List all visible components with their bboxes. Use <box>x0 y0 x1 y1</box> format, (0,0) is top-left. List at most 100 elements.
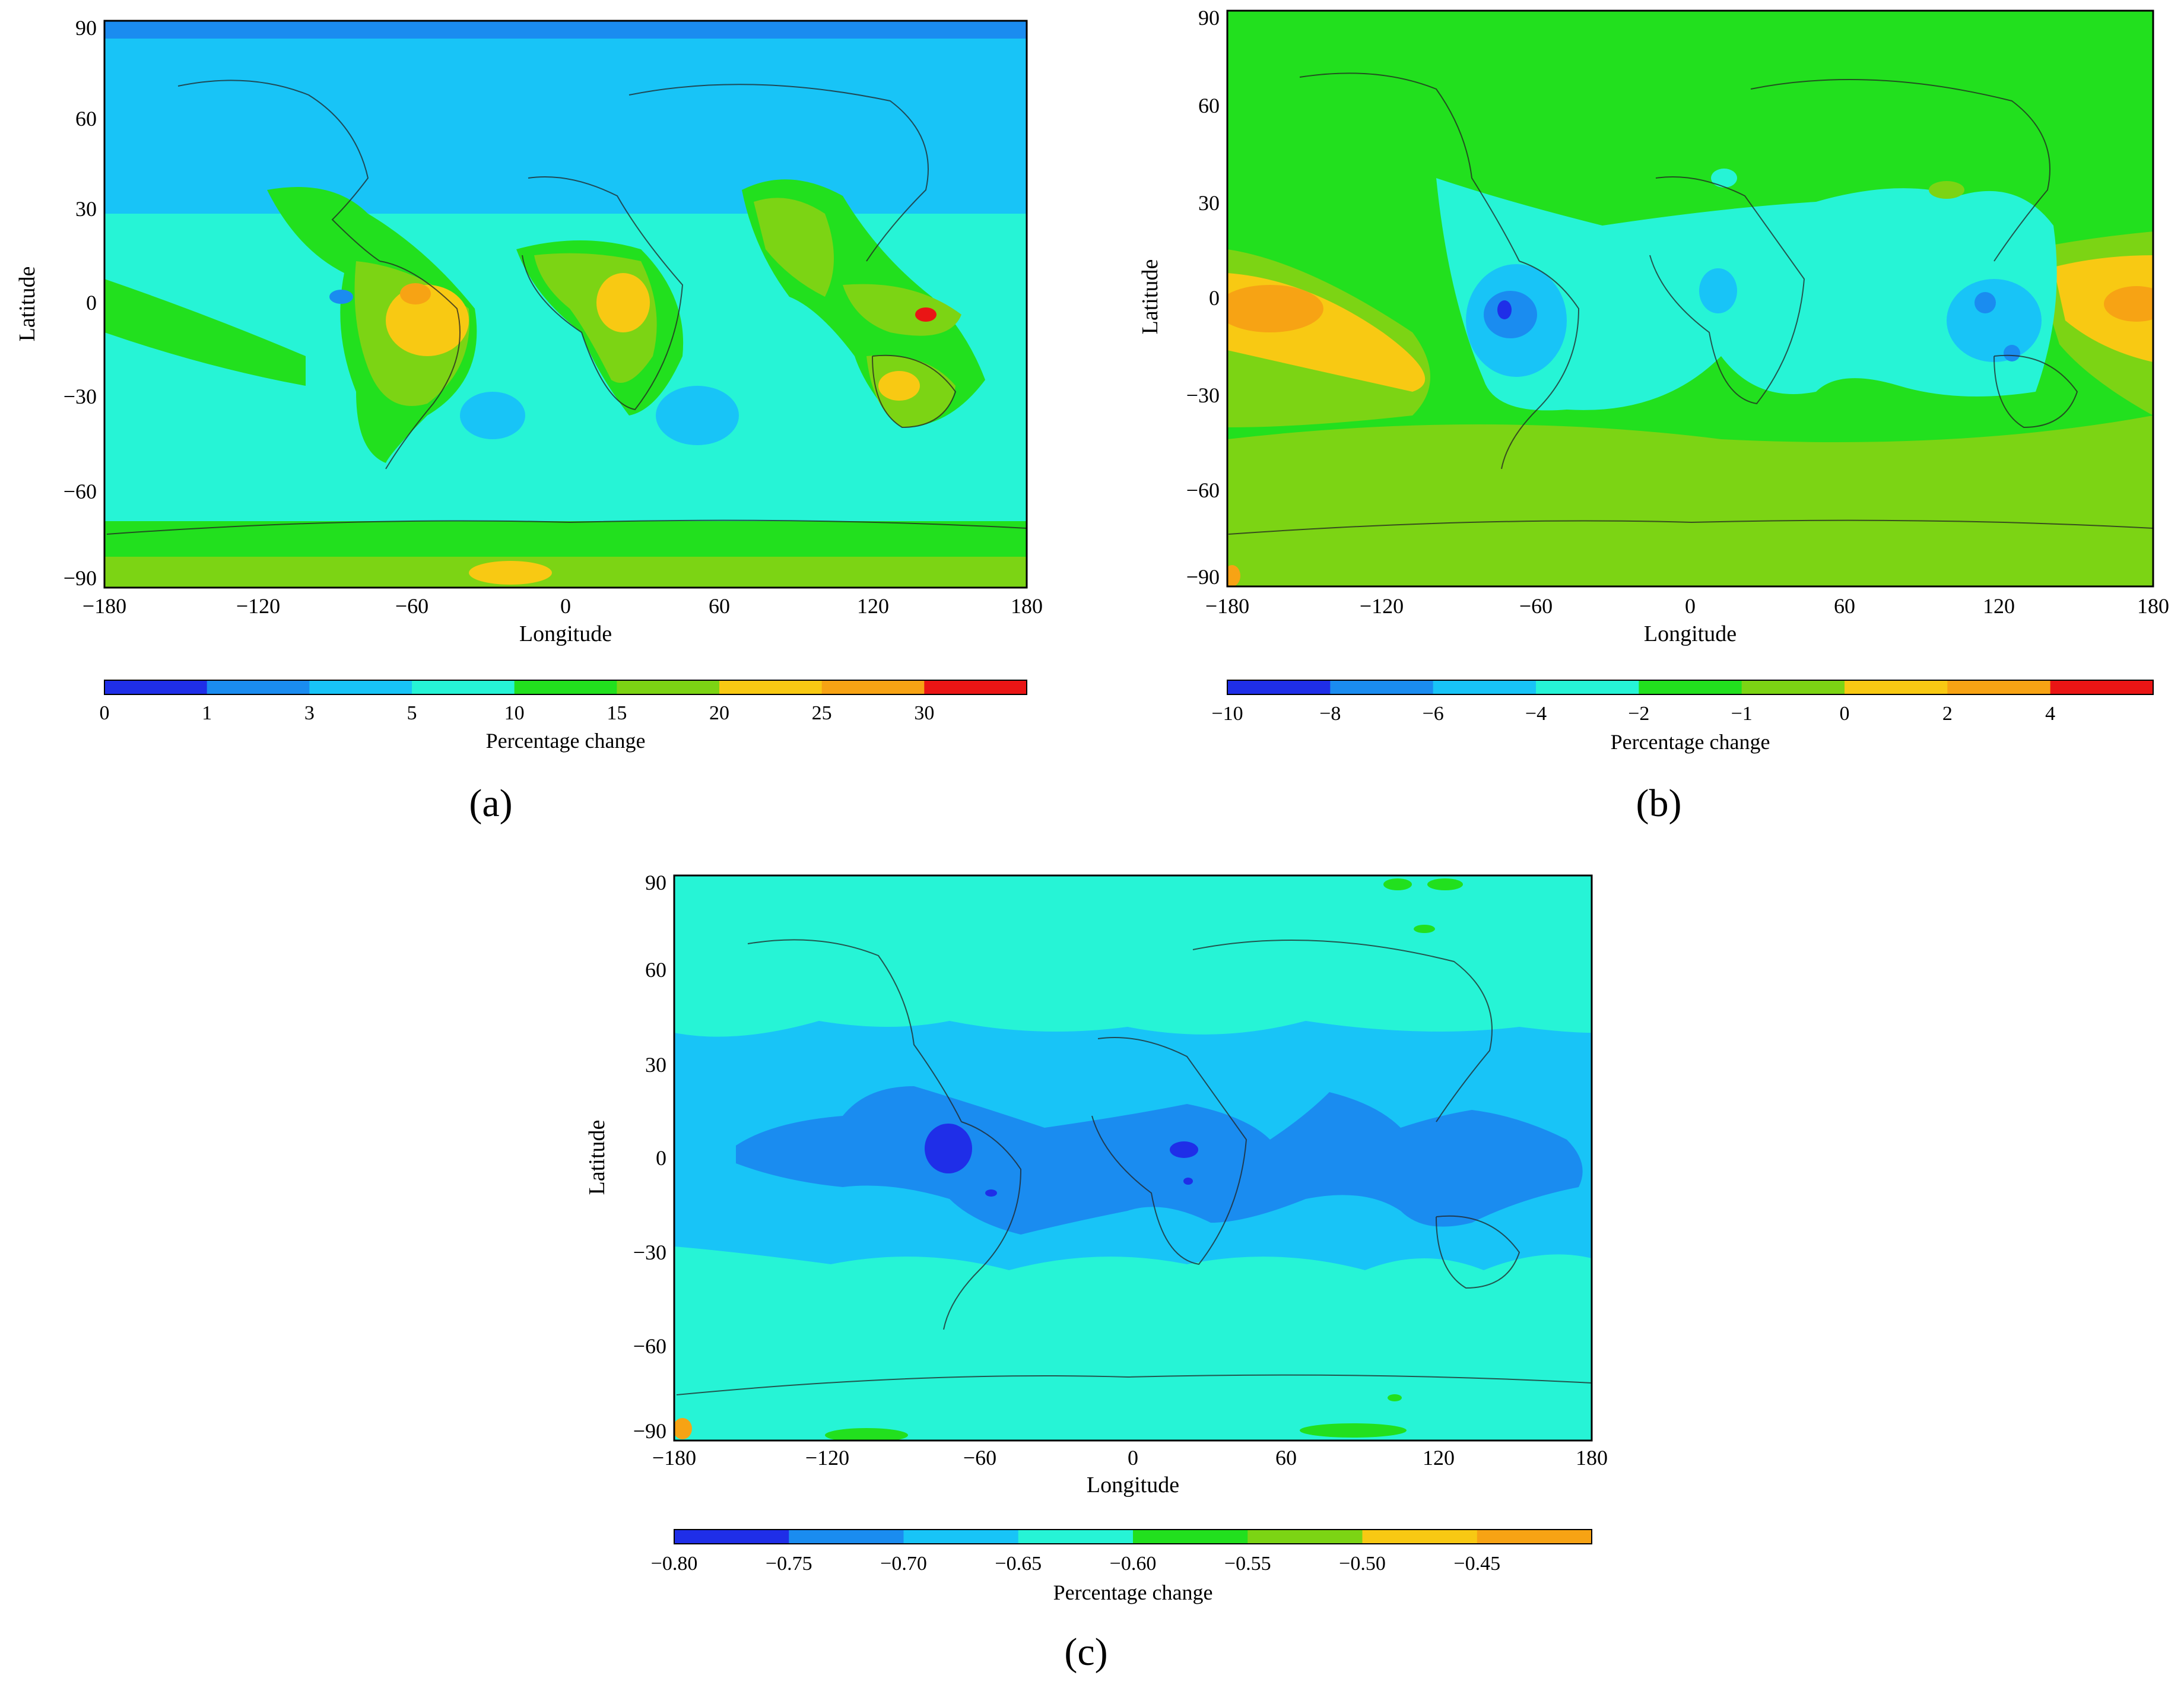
tropical-blue-core <box>736 1086 1583 1235</box>
colorbar-tick-label: −0.45 <box>1453 1553 1500 1575</box>
plot-frame-b <box>1226 9 2154 588</box>
colorbar-tick-label: −8 <box>1319 703 1341 725</box>
coastlines <box>106 80 1027 535</box>
panel-a: 90 60 30 0 −30 −60 −90 −180 −120 −60 0 6… <box>15 16 1043 825</box>
antarctic-green-2 <box>1300 1423 1407 1438</box>
x-tick-label: −180 <box>82 594 126 618</box>
colorbar-tick-label: −6 <box>1423 703 1444 725</box>
amazon-darkblue <box>1497 300 1512 319</box>
x-ticks-a: −180 −120 −60 0 60 120 180 <box>82 594 1043 618</box>
colorbar-swatch <box>719 680 823 694</box>
africa-yellow <box>596 273 650 332</box>
indonesia-lightblue <box>1947 279 2042 362</box>
y-axis-label: Latitude <box>585 1120 610 1195</box>
x-tick-label: 0 <box>1128 1446 1138 1470</box>
colorbar-swatch <box>1536 680 1639 694</box>
antarctic-band-olive <box>104 557 1027 588</box>
colorbar-swatch <box>1433 680 1537 694</box>
colorbar-tick-label: 10 <box>504 702 525 724</box>
africa-lightblue <box>1699 268 1737 313</box>
x-tick-label: 60 <box>1834 594 1855 618</box>
colorbar-swatch <box>2050 680 2154 694</box>
panel-b: 90 60 30 0 −30 −60 −90 −180 −120 −60 0 6… <box>1138 6 2169 825</box>
x-tick-label: 60 <box>1275 1446 1297 1470</box>
y-tick-label: −60 <box>633 1334 666 1358</box>
x-tick-label: 0 <box>1685 594 1696 618</box>
china-olive <box>1929 181 1964 199</box>
indian-ocean-lightblue <box>656 386 739 445</box>
y-tick-label: 30 <box>645 1053 666 1077</box>
x-axis-label: Longitude <box>1087 1473 1179 1498</box>
colorbar-swatch <box>821 680 925 694</box>
x-tick-label: −180 <box>652 1446 696 1470</box>
colorbar-b: −10 −8 −6 −4 −2 −1 0 2 4 <box>1211 680 2154 725</box>
west-pacific-orange <box>2104 286 2153 322</box>
x-tick-label: 120 <box>1423 1446 1455 1470</box>
x-tick-label: 180 <box>1576 1446 1608 1470</box>
y-tick-label: −90 <box>1186 565 1220 589</box>
colorbar-swatch <box>1247 1530 1363 1544</box>
antarctic-band-green <box>104 521 1027 557</box>
y-tick-label: −90 <box>64 566 97 590</box>
panel-label: (c) <box>1064 1630 1107 1674</box>
west-pacific-yellow <box>2053 255 2153 362</box>
colorbar-swatch <box>1227 680 1331 694</box>
y-tick-label: −30 <box>1186 383 1220 407</box>
south-pole-orange <box>674 1418 692 1439</box>
south-pole-orange <box>1227 565 1240 586</box>
y-tick-label: 90 <box>75 16 97 40</box>
panel-c: 90 60 30 0 −30 −60 −90 −180 −120 −60 0 6… <box>585 871 1608 1674</box>
colorbar-swatch <box>789 1530 904 1544</box>
colorbar-tick-label: 0 <box>100 702 110 724</box>
x-tick-label: 120 <box>1983 594 2015 618</box>
panel-label: (b) <box>1636 782 1682 825</box>
colorbar-tick-label: −0.80 <box>651 1553 698 1575</box>
colorbar-tick-label: 1 <box>202 702 212 724</box>
colorbar-tick-label: 30 <box>914 702 934 724</box>
colorbar-tick-label: 2 <box>1942 703 1953 725</box>
colorbar-swatch <box>617 680 720 694</box>
colorbar-title: Percentage change <box>1053 1581 1213 1604</box>
colorbar-swatch <box>1362 1530 1478 1544</box>
colorbar-tick-label: −0.50 <box>1339 1553 1386 1575</box>
colorbar-swatch <box>1133 1530 1248 1544</box>
x-axis-label: Longitude <box>1644 621 1737 646</box>
arctic-green-3 <box>1414 925 1435 933</box>
y-tick-label: −60 <box>1186 478 1220 502</box>
x-tick-label: 120 <box>857 594 889 618</box>
x-tick-label: −60 <box>395 594 428 618</box>
colorbar-frame <box>674 1529 1592 1544</box>
indonesia-blue <box>1975 292 1996 313</box>
colorbar-tick-label: 25 <box>812 702 832 724</box>
antarctic-green-1 <box>825 1428 908 1441</box>
colorbar-swatch <box>1477 1530 1592 1544</box>
y-tick-label: −30 <box>633 1241 666 1264</box>
x-ticks-b: −180 −120 −60 0 60 120 180 <box>1205 594 2169 618</box>
x-tick-label: −120 <box>805 1446 849 1470</box>
x-axis-label: Longitude <box>519 621 612 646</box>
amazon-darkblue <box>925 1124 972 1173</box>
colorbar-swatch <box>309 680 412 694</box>
indonesia-olive <box>843 284 961 336</box>
y-tick-label: −60 <box>64 480 97 503</box>
colorbar-tick-label: −0.65 <box>995 1553 1042 1575</box>
colorbar-frame <box>1227 680 2154 695</box>
colorbar-swatch <box>412 680 515 694</box>
colorbar-tick-label: 5 <box>407 702 417 724</box>
colorbar-tick-label: −1 <box>1731 703 1753 725</box>
africa-darkblue <box>1170 1141 1198 1158</box>
colorbar-swatch <box>1741 680 1845 694</box>
colorbar-swatch <box>1947 680 2051 694</box>
y-tick-label: 0 <box>1209 286 1220 310</box>
colorbar-title: Percentage change <box>486 729 646 753</box>
x-tick-label: −60 <box>1519 594 1553 618</box>
new-guinea-red <box>915 307 937 322</box>
y-ticks-c: 90 60 30 0 −30 −60 −90 <box>633 871 666 1443</box>
y-tick-label: −90 <box>633 1419 666 1443</box>
antarctic-green-3 <box>1388 1394 1402 1401</box>
colorbar-tick-label: −0.75 <box>766 1553 812 1575</box>
colorbar-tick-label: 3 <box>304 702 315 724</box>
amazon-yellow <box>386 285 469 356</box>
colorbar-swatch <box>674 1530 789 1544</box>
y-tick-label: −30 <box>64 385 97 408</box>
